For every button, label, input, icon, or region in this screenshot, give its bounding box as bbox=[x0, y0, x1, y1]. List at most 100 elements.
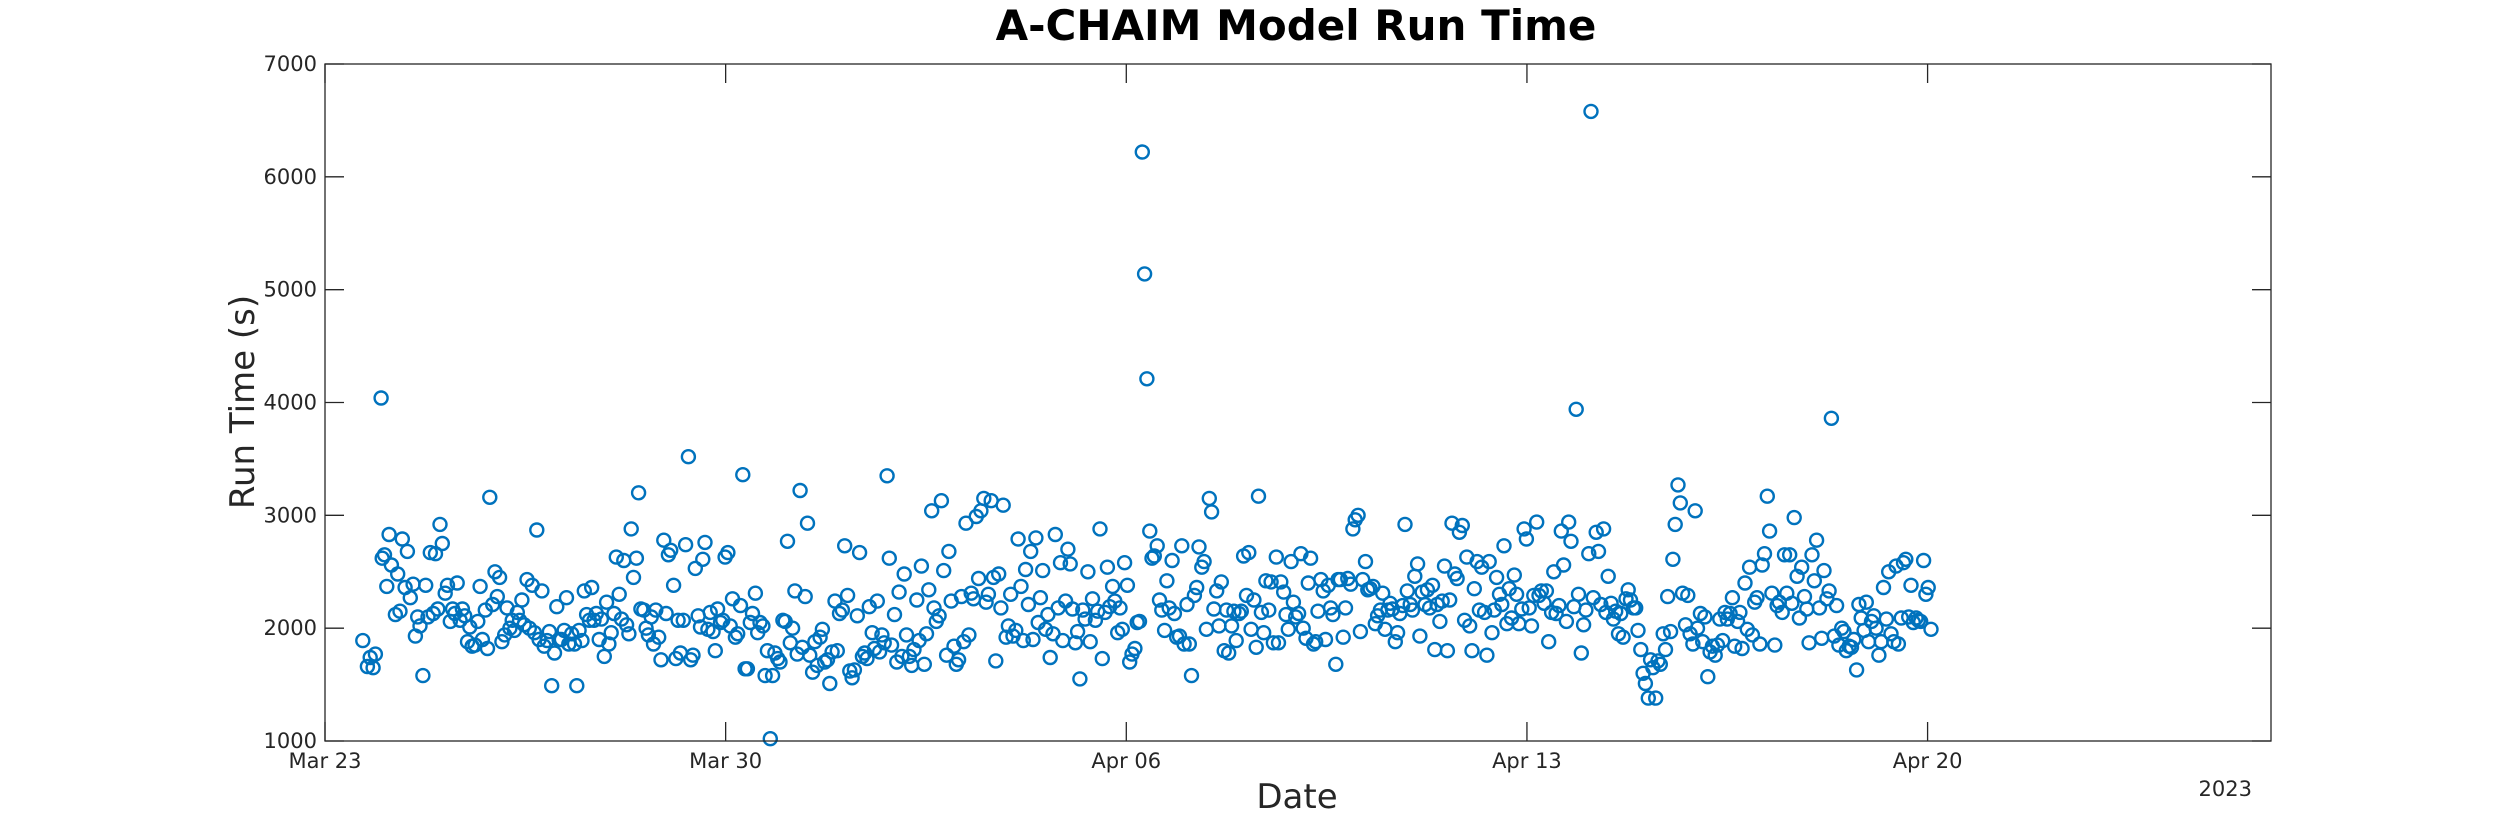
data-point bbox=[797, 588, 813, 605]
data-point bbox=[485, 596, 501, 613]
data-point bbox=[1280, 621, 1297, 637]
data-point bbox=[1434, 593, 1450, 609]
y-tick-label: 7000 bbox=[264, 52, 317, 76]
data-point bbox=[1912, 613, 1929, 630]
data-point bbox=[1633, 641, 1649, 658]
data-point bbox=[1548, 605, 1564, 622]
data-point bbox=[1069, 623, 1086, 640]
data-point bbox=[1732, 604, 1748, 621]
data-point bbox=[822, 675, 838, 692]
data-point bbox=[437, 585, 453, 601]
data-point bbox=[571, 622, 587, 639]
data-point bbox=[1707, 647, 1723, 663]
data-point bbox=[961, 627, 977, 643]
data-point bbox=[1064, 601, 1081, 617]
data-point bbox=[1767, 637, 1783, 653]
data-point bbox=[1094, 650, 1111, 667]
data-point bbox=[697, 534, 713, 551]
data-point bbox=[1630, 622, 1646, 639]
data-point bbox=[1427, 641, 1443, 658]
data-point bbox=[864, 625, 880, 641]
data-point bbox=[621, 626, 637, 642]
data-point bbox=[1744, 627, 1761, 643]
data-point bbox=[425, 605, 441, 622]
data-point bbox=[1573, 645, 1590, 661]
data-point bbox=[1915, 552, 1932, 569]
data-point bbox=[1374, 585, 1391, 601]
data-point bbox=[1600, 568, 1616, 584]
data-point bbox=[1563, 533, 1579, 549]
data-point bbox=[1799, 601, 1815, 617]
data-point bbox=[685, 647, 701, 663]
data-point bbox=[1479, 647, 1495, 663]
data-point bbox=[1484, 625, 1500, 641]
data-point bbox=[1697, 609, 1713, 625]
data-point bbox=[1811, 600, 1828, 616]
data-point bbox=[1540, 634, 1557, 650]
data-point bbox=[608, 549, 624, 565]
data-point bbox=[1875, 579, 1892, 596]
data-point bbox=[1761, 523, 1778, 539]
data-point bbox=[1836, 623, 1852, 640]
data-point bbox=[1808, 532, 1825, 548]
data-point bbox=[869, 593, 885, 609]
data-point bbox=[1441, 592, 1458, 608]
data-point bbox=[1317, 631, 1334, 648]
data-point bbox=[1759, 488, 1776, 504]
data-point bbox=[1220, 645, 1237, 661]
data-point bbox=[1131, 613, 1148, 630]
data-point bbox=[549, 599, 565, 615]
data-point bbox=[909, 592, 925, 608]
data-point bbox=[541, 623, 558, 640]
data-point bbox=[1134, 144, 1151, 160]
data-point bbox=[1198, 621, 1215, 637]
data-point bbox=[1191, 539, 1207, 555]
data-point bbox=[1345, 521, 1361, 537]
data-point bbox=[1578, 602, 1594, 618]
data-point bbox=[1273, 574, 1289, 590]
data-point bbox=[1077, 611, 1093, 627]
data-point bbox=[933, 493, 950, 509]
data-point bbox=[784, 620, 801, 636]
data-point bbox=[1823, 410, 1840, 426]
data-point bbox=[1246, 592, 1262, 608]
data-point bbox=[1015, 632, 1031, 649]
data-point bbox=[1179, 596, 1195, 613]
data-point bbox=[1687, 503, 1703, 519]
data-point bbox=[898, 627, 915, 643]
data-point bbox=[470, 613, 486, 630]
data-point bbox=[449, 575, 465, 591]
data-point bbox=[1883, 626, 1899, 642]
data-point bbox=[896, 566, 912, 582]
data-point bbox=[1055, 632, 1071, 649]
data-point bbox=[482, 489, 498, 505]
data-point bbox=[1821, 583, 1837, 599]
data-point bbox=[359, 658, 376, 675]
data-point bbox=[871, 644, 888, 660]
data-point bbox=[792, 482, 808, 499]
data-point bbox=[1848, 662, 1865, 678]
data-point bbox=[472, 578, 488, 595]
data-point bbox=[1250, 488, 1267, 504]
data-point bbox=[1781, 547, 1798, 563]
data-point bbox=[1322, 600, 1339, 616]
data-point bbox=[1667, 516, 1683, 533]
data-point bbox=[712, 614, 729, 631]
data-point bbox=[1421, 600, 1438, 616]
data-point bbox=[1325, 606, 1341, 623]
data-point bbox=[1868, 620, 1884, 636]
data-point bbox=[1181, 636, 1198, 652]
data-point bbox=[1384, 601, 1401, 617]
y-tick-label: 5000 bbox=[264, 278, 317, 302]
data-point bbox=[1022, 543, 1039, 560]
data-point bbox=[1412, 628, 1428, 644]
data-point bbox=[894, 648, 910, 665]
data-point bbox=[936, 562, 952, 579]
data-point bbox=[1166, 605, 1183, 622]
data-point bbox=[1476, 604, 1493, 621]
data-point bbox=[574, 632, 590, 649]
data-point bbox=[1655, 626, 1671, 642]
data-point bbox=[1357, 553, 1374, 570]
data-point bbox=[1828, 597, 1845, 614]
data-point bbox=[628, 550, 645, 566]
